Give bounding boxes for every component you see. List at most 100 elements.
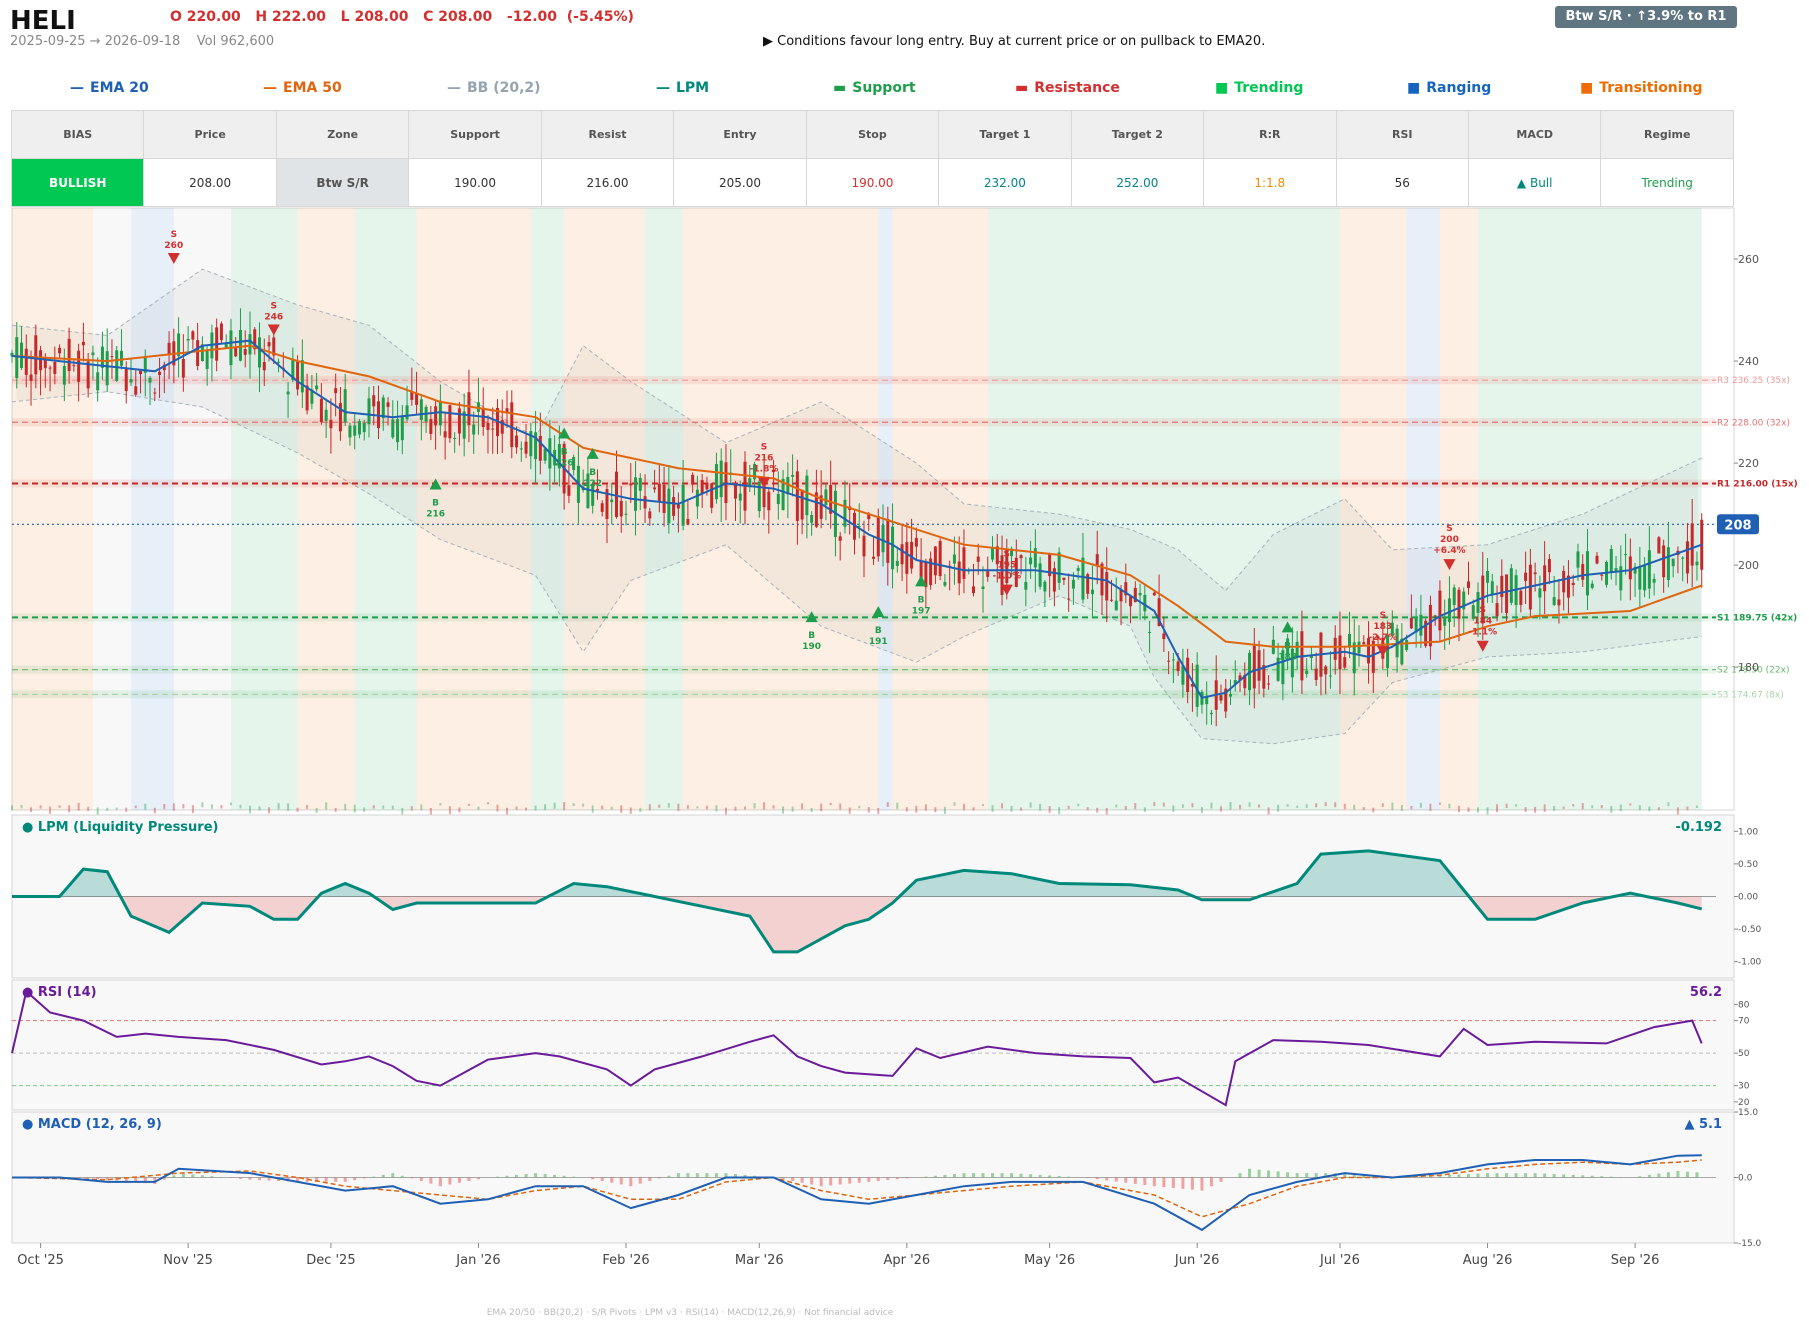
macd-signal-line xyxy=(11,1159,1702,1218)
candle-body xyxy=(419,399,423,421)
candle-body xyxy=(434,406,438,426)
macd-histogram-bar xyxy=(800,1177,804,1183)
candle-body xyxy=(819,495,823,519)
candle-body xyxy=(762,477,766,508)
volume-bar xyxy=(1162,802,1165,807)
candle-body xyxy=(538,435,542,461)
regime-band xyxy=(1339,208,1407,810)
candle-body xyxy=(638,477,642,491)
macd-histogram-bar xyxy=(667,1175,671,1178)
candle-body xyxy=(1438,590,1442,631)
volume-bar xyxy=(382,805,385,809)
macd-histogram-bar xyxy=(248,1177,252,1180)
macd-histogram-bar xyxy=(143,1177,147,1184)
candle-body xyxy=(1095,554,1099,567)
macd-histogram-bar xyxy=(695,1173,699,1178)
candle-body xyxy=(991,548,995,560)
candle-body xyxy=(348,425,352,438)
macd-histogram-bar xyxy=(1114,1177,1118,1182)
candle-body xyxy=(1290,648,1294,678)
candle-body xyxy=(629,483,633,486)
stat-value: Trending xyxy=(1600,158,1734,207)
macd-histogram-bar xyxy=(1238,1173,1242,1178)
candle-body xyxy=(1419,614,1423,636)
macd-histogram-bar xyxy=(857,1177,861,1183)
stat-value: ▲ Bull xyxy=(1467,158,1602,207)
candle-body xyxy=(305,385,309,411)
candle-body xyxy=(77,350,81,382)
candle-body xyxy=(224,342,228,349)
candle-body xyxy=(1695,561,1699,566)
volume-bar xyxy=(572,803,575,807)
candle-body xyxy=(243,349,247,355)
macd-histogram-bar xyxy=(1057,1176,1061,1178)
candle-body xyxy=(1486,570,1490,583)
volume-bar xyxy=(248,805,251,814)
legend-symbol-icon: ■ xyxy=(1215,80,1229,96)
candle-body xyxy=(1052,568,1056,592)
candle-body xyxy=(1519,590,1523,605)
macd-histogram-bar xyxy=(952,1174,956,1178)
current-price-label: 208 xyxy=(1724,518,1751,533)
volume-bar xyxy=(448,806,451,815)
macd-histogram-bar xyxy=(315,1177,319,1182)
stat-value: 56 xyxy=(1335,158,1469,207)
volume-bar xyxy=(724,807,727,815)
stat-header: Target 2 xyxy=(1070,110,1205,159)
stat-value: Btw S/R xyxy=(275,158,410,207)
macd-histogram-bar xyxy=(181,1173,185,1178)
candle-body xyxy=(1071,579,1075,589)
volume-bar xyxy=(172,803,175,811)
volume-bar xyxy=(1124,805,1127,810)
volume-bar xyxy=(344,803,347,811)
candle-body xyxy=(167,342,171,355)
chart-canvas: R3 236.25 (35x) R2 228.00 (32x) R1 216.00 … xyxy=(10,207,1798,1268)
y-tick-label: 80 xyxy=(1738,1000,1750,1010)
candle-body xyxy=(1685,541,1689,574)
macd-histogram-bar xyxy=(1010,1173,1014,1178)
candle-body xyxy=(1057,552,1061,583)
candle-body xyxy=(191,331,195,340)
candle-body xyxy=(1048,553,1052,577)
candle-body xyxy=(429,419,433,434)
candle-body xyxy=(1081,557,1085,600)
macd-histogram-bar xyxy=(1362,1174,1366,1178)
macd-histogram-bar xyxy=(210,1176,214,1178)
candle-body xyxy=(600,503,604,512)
y-tick-label: 180 xyxy=(1738,661,1759,674)
candle-body xyxy=(505,408,509,413)
macd-histogram-bar xyxy=(1409,1176,1413,1178)
candle-body xyxy=(448,405,452,439)
legend-symbol-icon: ■ xyxy=(1580,80,1594,96)
candle-body xyxy=(733,483,737,499)
volume-bar xyxy=(953,802,956,806)
volume-bar xyxy=(30,807,33,812)
candle-body xyxy=(814,492,818,527)
macd-histogram-bar xyxy=(1095,1177,1099,1180)
candle-body xyxy=(272,337,276,356)
volume-bar xyxy=(1020,807,1023,811)
candle-body xyxy=(1662,545,1666,578)
macd-histogram-bar xyxy=(733,1174,737,1178)
macd-histogram-bar xyxy=(686,1173,690,1178)
macd-histogram-bar xyxy=(296,1177,300,1182)
candle-body xyxy=(62,366,66,385)
candle-body xyxy=(534,432,538,460)
candle-body xyxy=(1224,688,1228,712)
candle-body xyxy=(472,424,476,435)
candle-body xyxy=(129,379,133,383)
candle-body xyxy=(1305,670,1309,675)
volume-bar xyxy=(601,805,604,810)
candle-body xyxy=(1219,695,1223,701)
candle-body xyxy=(800,489,804,520)
candle-body xyxy=(1424,620,1428,647)
regime-band xyxy=(130,208,174,810)
candle-body xyxy=(510,402,514,448)
legend-symbol-icon: — xyxy=(263,80,277,96)
volume-bar xyxy=(1334,802,1337,808)
stat-header: R:R xyxy=(1203,110,1337,159)
stats-value-row: BULLISH 208.00 Btw S/R 190.00 216.00 205.00 19… xyxy=(10,158,1734,207)
signal-label: S 216 -1.8% xyxy=(750,442,779,474)
macd-histogram-bar xyxy=(1124,1177,1128,1183)
macd-histogram-bar xyxy=(1600,1176,1604,1178)
